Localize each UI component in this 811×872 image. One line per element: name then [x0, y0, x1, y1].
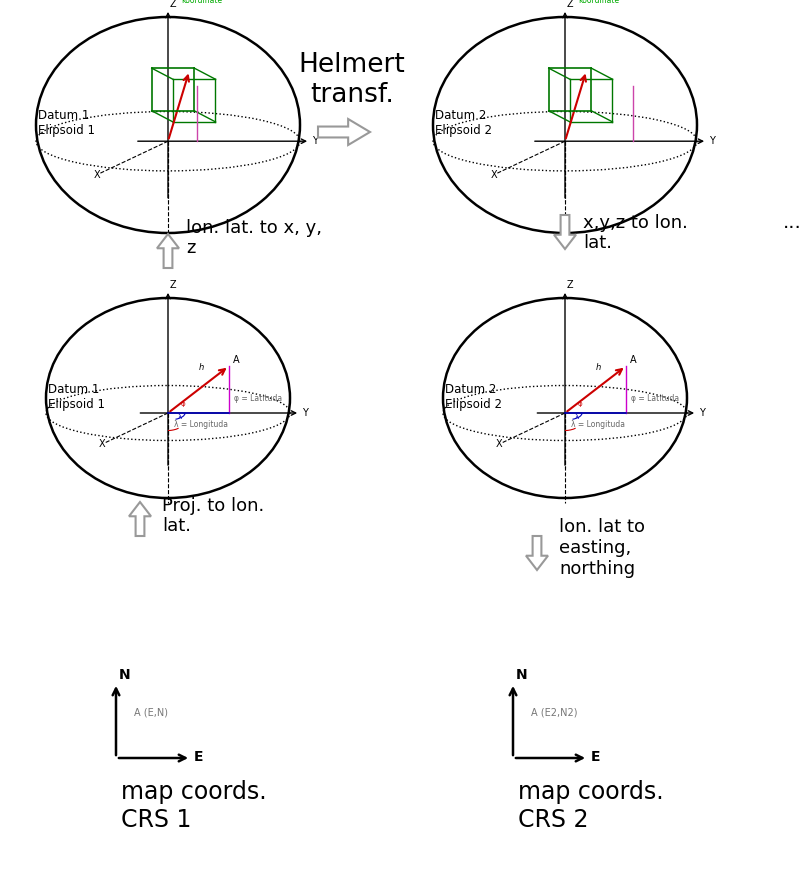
- Text: Z: Z: [567, 280, 573, 290]
- Text: h: h: [596, 363, 601, 372]
- Text: x, y, z = Pravooglne elipsoidne
koordinate: x, y, z = Pravooglne elipsoidne koordina…: [578, 0, 697, 5]
- Text: Y: Y: [709, 136, 714, 146]
- Polygon shape: [526, 536, 548, 570]
- Text: X: X: [496, 439, 502, 449]
- Text: A: A: [630, 355, 637, 365]
- Text: x,y,z to lon.
lat.: x,y,z to lon. lat.: [583, 214, 688, 252]
- Text: A: A: [233, 355, 239, 365]
- Text: Z: Z: [170, 0, 177, 9]
- Polygon shape: [318, 119, 370, 145]
- Text: Y: Y: [699, 408, 705, 418]
- Text: Datum 1
Elipsoid 1: Datum 1 Elipsoid 1: [48, 383, 105, 411]
- Text: Datum 2
Elipsoid 2: Datum 2 Elipsoid 2: [435, 109, 492, 137]
- Text: h: h: [199, 363, 204, 372]
- Polygon shape: [554, 215, 576, 249]
- Text: X: X: [491, 169, 497, 180]
- Text: A (E,N): A (E,N): [134, 707, 168, 718]
- Text: Z: Z: [567, 0, 573, 9]
- Text: Proj. to lon.
lat.: Proj. to lon. lat.: [162, 496, 264, 535]
- Text: X: X: [93, 169, 100, 180]
- Text: ...: ...: [783, 213, 802, 232]
- Text: map coords.
CRS 1: map coords. CRS 1: [121, 780, 267, 832]
- Text: λ = Longituda: λ = Longituda: [571, 420, 625, 429]
- Text: φ: φ: [180, 401, 185, 407]
- Text: X: X: [99, 439, 105, 449]
- Text: φ = Latituda: φ = Latituda: [234, 394, 282, 403]
- Text: Datum 1
Elipsoid 1: Datum 1 Elipsoid 1: [38, 109, 95, 137]
- Text: λ: λ: [575, 414, 579, 420]
- Text: N: N: [516, 668, 528, 682]
- Text: λ: λ: [178, 414, 182, 420]
- Text: N: N: [119, 668, 131, 682]
- Text: A (E2,N2): A (E2,N2): [531, 707, 577, 718]
- Text: Z: Z: [170, 280, 177, 290]
- Polygon shape: [157, 234, 179, 268]
- Text: E: E: [591, 750, 600, 764]
- Text: λ = Longituda: λ = Longituda: [174, 420, 228, 429]
- Text: lon. lat. to x, y,
z: lon. lat. to x, y, z: [186, 219, 322, 257]
- Text: Y: Y: [312, 136, 318, 146]
- Text: φ: φ: [577, 401, 581, 407]
- Text: φ = Latituda: φ = Latituda: [631, 394, 679, 403]
- Text: lon. lat to
easting,
northing: lon. lat to easting, northing: [559, 518, 645, 578]
- Text: Helmert
transf.: Helmert transf.: [298, 52, 406, 108]
- Text: Y: Y: [302, 408, 308, 418]
- Text: map coords.
CRS 2: map coords. CRS 2: [518, 780, 663, 832]
- Polygon shape: [129, 502, 151, 536]
- Text: E: E: [194, 750, 204, 764]
- Text: x, y, z = Pravooglne elipsoidne
koordinate: x, y, z = Pravooglne elipsoidne koordina…: [181, 0, 299, 5]
- Text: Datum 2
Elipsoid 2: Datum 2 Elipsoid 2: [445, 383, 502, 411]
